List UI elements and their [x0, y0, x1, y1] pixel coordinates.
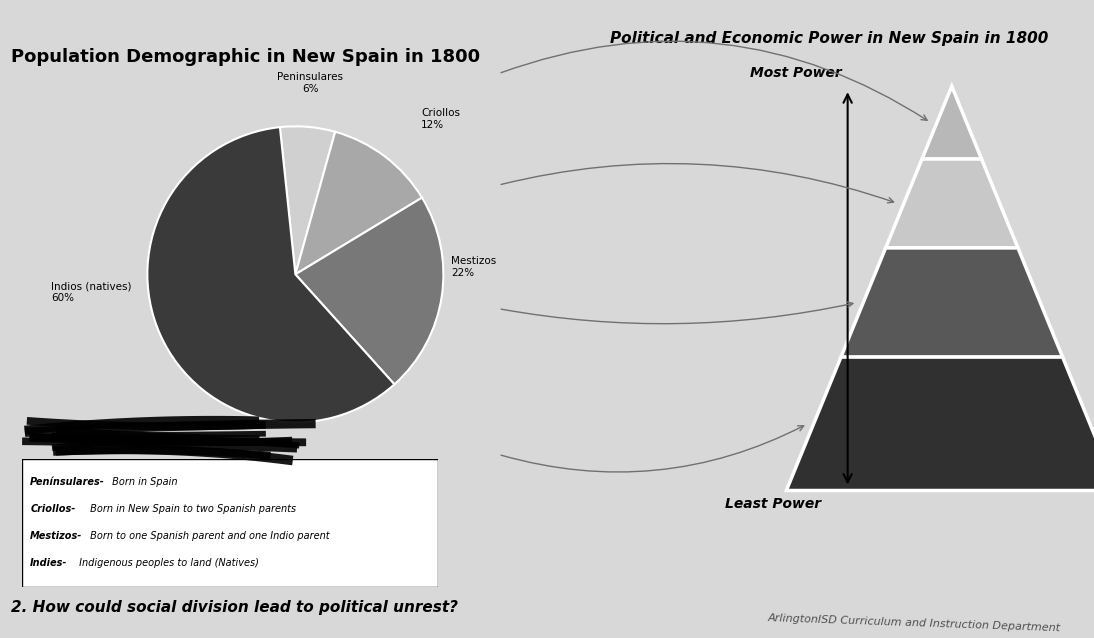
Text: Mestizos
22%: Mestizos 22%: [451, 256, 496, 278]
Wedge shape: [148, 127, 395, 422]
Polygon shape: [922, 86, 981, 159]
Polygon shape: [841, 248, 1062, 357]
Text: Least Power: Least Power: [725, 496, 822, 510]
Wedge shape: [295, 198, 443, 384]
Text: Peninsulares
6%: Peninsulares 6%: [277, 72, 344, 94]
Text: Born in Spain: Born in Spain: [108, 477, 177, 487]
Text: Born in New Spain to two Spanish parents: Born in New Spain to two Spanish parents: [88, 504, 296, 514]
Text: Criollos
12%: Criollos 12%: [421, 108, 461, 130]
Polygon shape: [886, 159, 1017, 248]
Text: Penínsulares-: Penínsulares-: [31, 477, 105, 487]
Text: Indios (natives)
60%: Indios (natives) 60%: [51, 281, 131, 303]
Text: Born to one Spanish parent and one Indio parent: Born to one Spanish parent and one Indio…: [88, 531, 329, 541]
Text: Political and Economic Power in New Spain in 1800: Political and Economic Power in New Spai…: [610, 31, 1048, 46]
Text: Most Power: Most Power: [749, 66, 841, 80]
FancyBboxPatch shape: [22, 459, 438, 587]
Text: ArlingtonISD Curriculum and Instruction Department: ArlingtonISD Curriculum and Instruction …: [768, 612, 1061, 633]
Text: Population Demographic in New Spain in 1800: Population Demographic in New Spain in 1…: [11, 48, 480, 66]
Text: 2. How could social division lead to political unrest?: 2. How could social division lead to pol…: [11, 600, 458, 615]
Wedge shape: [295, 132, 422, 274]
Wedge shape: [280, 126, 335, 274]
Text: Mestizos-: Mestizos-: [31, 531, 82, 541]
Polygon shape: [787, 357, 1094, 491]
Text: Indies-: Indies-: [31, 558, 68, 568]
Text: Criollos-: Criollos-: [31, 504, 75, 514]
Text: Indigenous peoples to land (Natives): Indigenous peoples to land (Natives): [77, 558, 259, 568]
